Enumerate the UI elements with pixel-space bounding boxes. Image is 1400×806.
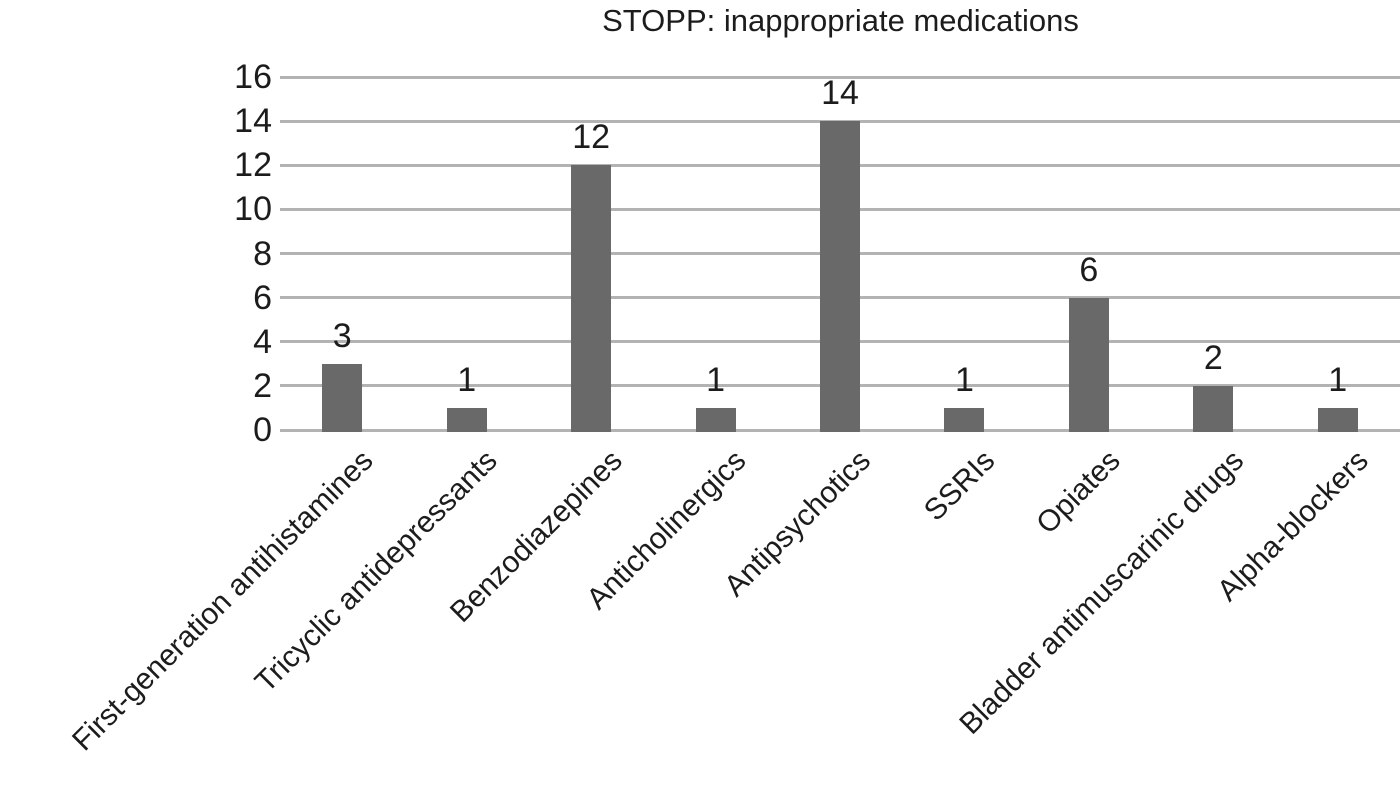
x-category-label: SSRIs bbox=[918, 444, 1002, 528]
bar-value-label: 1 bbox=[706, 360, 725, 399]
bar bbox=[322, 363, 363, 432]
bar bbox=[1068, 297, 1109, 432]
bar-value-label: 1 bbox=[457, 360, 477, 399]
bar-value-label: 1 bbox=[954, 360, 974, 399]
bar bbox=[944, 407, 985, 432]
bar bbox=[1193, 385, 1234, 432]
x-category-label: Tricyclic antidepressants bbox=[249, 444, 505, 699]
bar bbox=[571, 165, 612, 432]
gridline bbox=[280, 75, 1400, 79]
y-tick-label: 12 bbox=[234, 146, 272, 185]
bar bbox=[446, 407, 487, 432]
bar-value-label: 12 bbox=[572, 118, 611, 157]
y-tick-label: 8 bbox=[253, 234, 272, 273]
y-tick-label: 4 bbox=[253, 322, 272, 361]
x-category-label: Opiates bbox=[1029, 444, 1127, 541]
y-tick-label: 16 bbox=[234, 58, 272, 96]
bar-value-label: 1 bbox=[1328, 360, 1348, 399]
bar bbox=[1317, 407, 1358, 432]
y-tick-label: 10 bbox=[234, 190, 272, 229]
y-tick-label: 6 bbox=[253, 278, 272, 317]
bar-value-label: 3 bbox=[332, 316, 352, 355]
y-tick-label: 14 bbox=[234, 102, 272, 141]
y-tick-label: 0 bbox=[253, 411, 272, 449]
y-tick-label: 2 bbox=[253, 366, 272, 405]
bar bbox=[820, 121, 860, 432]
chart-title: STOPP: inappropriate medications bbox=[602, 3, 1079, 38]
bar-value-label: 14 bbox=[821, 74, 859, 113]
bar-value-label: 2 bbox=[1203, 338, 1223, 377]
bar-value-label: 6 bbox=[1079, 250, 1099, 289]
bar bbox=[695, 407, 736, 432]
